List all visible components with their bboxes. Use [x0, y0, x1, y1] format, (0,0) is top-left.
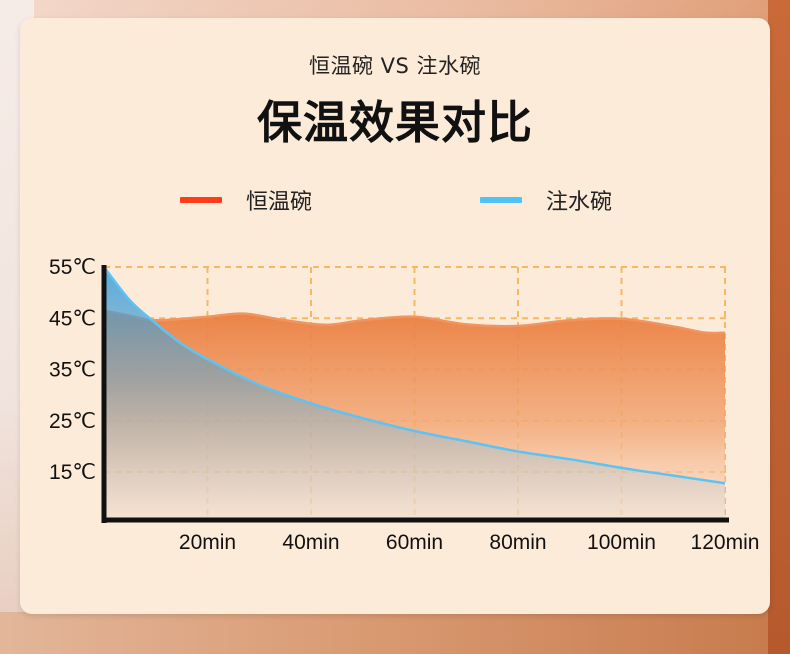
- x-tick-label: 40min: [282, 531, 339, 554]
- legend-label-water-bowl: 注水碗: [546, 190, 613, 215]
- legend-label-heated-bowl: 恒温碗: [246, 190, 313, 215]
- background-bottom-band: [0, 612, 790, 654]
- y-tick-label: 25℃: [49, 410, 96, 433]
- area-water-bowl: [104, 267, 725, 520]
- x-tick-label: 20min: [179, 531, 236, 554]
- x-tick-label: 120min: [691, 531, 760, 554]
- subtitle: 恒温碗 VS 注水碗: [308, 54, 482, 78]
- background-right-band: [768, 0, 790, 654]
- legend-swatch-heated-bowl: [180, 197, 222, 203]
- page-title: 保温效果对比: [256, 96, 533, 149]
- x-tick-label: 80min: [489, 531, 546, 554]
- legend-swatch-water-bowl: [480, 197, 522, 203]
- x-tick-label: 100min: [587, 531, 656, 554]
- legend-item-heated-bowl: 恒温碗: [180, 184, 312, 216]
- y-tick-label: 35℃: [49, 359, 96, 382]
- y-tick-label: 55℃: [49, 256, 96, 279]
- line-heated-bowl: [103, 309, 726, 335]
- y-tick-label: 15℃: [49, 461, 96, 484]
- legend-item-water-bowl: 注水碗: [480, 184, 612, 216]
- y-tick-label: 45℃: [49, 307, 96, 330]
- line-water-bowl: [103, 266, 726, 485]
- x-tick-label: 60min: [386, 531, 443, 554]
